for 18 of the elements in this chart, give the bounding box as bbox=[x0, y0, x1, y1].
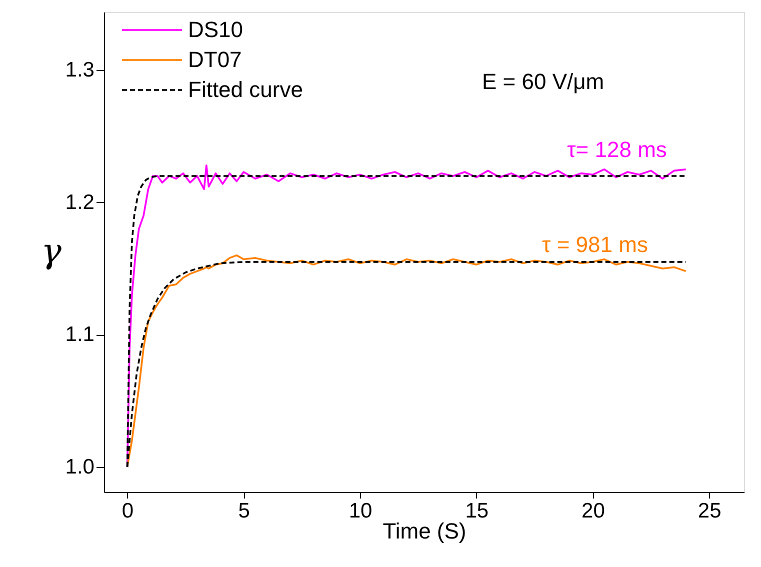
x-tick-label: 5 bbox=[238, 500, 250, 522]
y-tick-label: 1.0 bbox=[65, 455, 94, 478]
legend-label: DS10 bbox=[188, 17, 244, 42]
y-tick-label: 1.2 bbox=[65, 190, 94, 214]
y-axis-title: γ bbox=[41, 232, 62, 272]
annotation: τ = 981 ms bbox=[542, 232, 648, 257]
x-axis-title: Time (S) bbox=[382, 518, 466, 544]
legend-label: Fitted curve bbox=[188, 77, 303, 102]
y-tick-label: 1.1 bbox=[65, 323, 94, 346]
annotation: τ= 128 ms bbox=[567, 137, 667, 162]
x-tick-label: 15 bbox=[465, 500, 489, 522]
x-tick-label: 25 bbox=[698, 500, 722, 522]
annotation: E = 60 V/μm bbox=[482, 69, 604, 94]
y-tick-label: 1.3 bbox=[65, 58, 94, 82]
x-tick-label: 0 bbox=[122, 500, 134, 522]
x-tick-label: 10 bbox=[348, 500, 372, 522]
x-tick-label: 20 bbox=[582, 500, 605, 522]
legend-label: DT07 bbox=[188, 47, 242, 72]
